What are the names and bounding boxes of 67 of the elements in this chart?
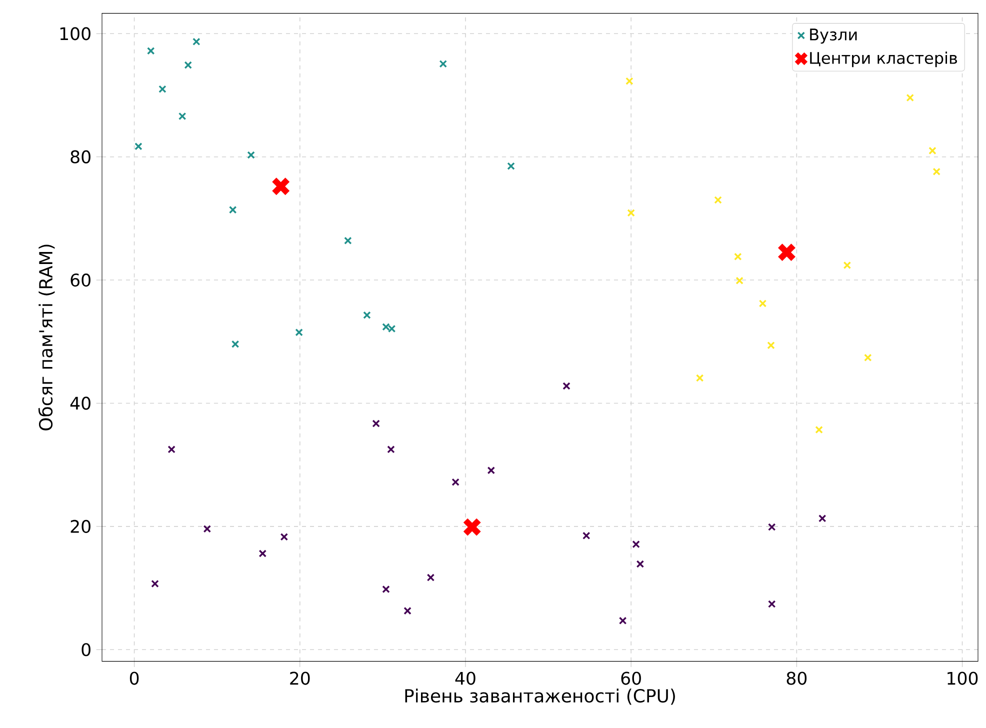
point xyxy=(228,206,237,214)
point xyxy=(696,374,704,382)
point xyxy=(768,523,776,531)
point xyxy=(928,146,936,155)
point xyxy=(562,382,570,390)
point xyxy=(387,446,395,454)
x-tick-label: 100 xyxy=(948,672,978,685)
point xyxy=(344,236,352,245)
x-axis-title: Рівень завантаженості (CPU) xyxy=(405,688,675,705)
y-tick-label: 80 xyxy=(70,150,90,164)
point xyxy=(372,420,380,428)
point xyxy=(452,478,460,486)
point xyxy=(906,94,914,102)
point xyxy=(231,340,240,348)
x-tick-label: 60 xyxy=(621,672,641,685)
point xyxy=(582,532,590,540)
point xyxy=(168,446,176,454)
legend-label: Центри кластерів xyxy=(810,52,957,68)
point xyxy=(767,341,775,350)
x-tick-label: 80 xyxy=(786,672,807,685)
point xyxy=(736,276,744,285)
y-tick-label: 20 xyxy=(70,520,90,533)
point xyxy=(158,85,166,93)
y-tick-label: 0 xyxy=(82,643,90,656)
point xyxy=(818,514,826,522)
point xyxy=(178,112,186,120)
point xyxy=(627,209,635,217)
point xyxy=(507,162,515,170)
point xyxy=(151,580,159,588)
point xyxy=(714,196,722,204)
point xyxy=(815,426,823,434)
point xyxy=(632,540,640,548)
x-tick-label: 40 xyxy=(455,672,476,685)
legend-label: Вузли xyxy=(810,28,857,44)
point xyxy=(258,550,267,558)
point xyxy=(462,517,482,537)
point xyxy=(295,328,303,336)
point xyxy=(184,61,192,69)
point xyxy=(758,300,767,308)
y-tick-label: 60 xyxy=(70,273,90,287)
x-tick-label: 0 xyxy=(130,672,139,685)
point xyxy=(382,585,390,594)
point xyxy=(146,47,155,55)
point xyxy=(734,252,742,261)
point xyxy=(439,60,448,68)
point xyxy=(626,77,634,85)
point xyxy=(932,168,940,176)
y-axis-title: Обсяг пам'яті (RAM) xyxy=(38,244,55,430)
point xyxy=(487,466,496,474)
point xyxy=(843,261,852,270)
point xyxy=(280,533,288,541)
point xyxy=(777,242,796,262)
point xyxy=(192,38,200,46)
point xyxy=(636,560,644,568)
y-tick-label: 40 xyxy=(70,396,90,410)
point xyxy=(404,606,412,615)
point xyxy=(363,311,371,320)
point xyxy=(864,354,872,362)
point xyxy=(203,525,212,533)
x-tick-label: 20 xyxy=(290,672,310,685)
point xyxy=(271,176,290,196)
point xyxy=(618,616,627,625)
point xyxy=(426,574,435,582)
point xyxy=(247,151,255,159)
point xyxy=(134,142,142,150)
point xyxy=(768,600,776,608)
y-tick-label: 100 xyxy=(60,27,90,40)
